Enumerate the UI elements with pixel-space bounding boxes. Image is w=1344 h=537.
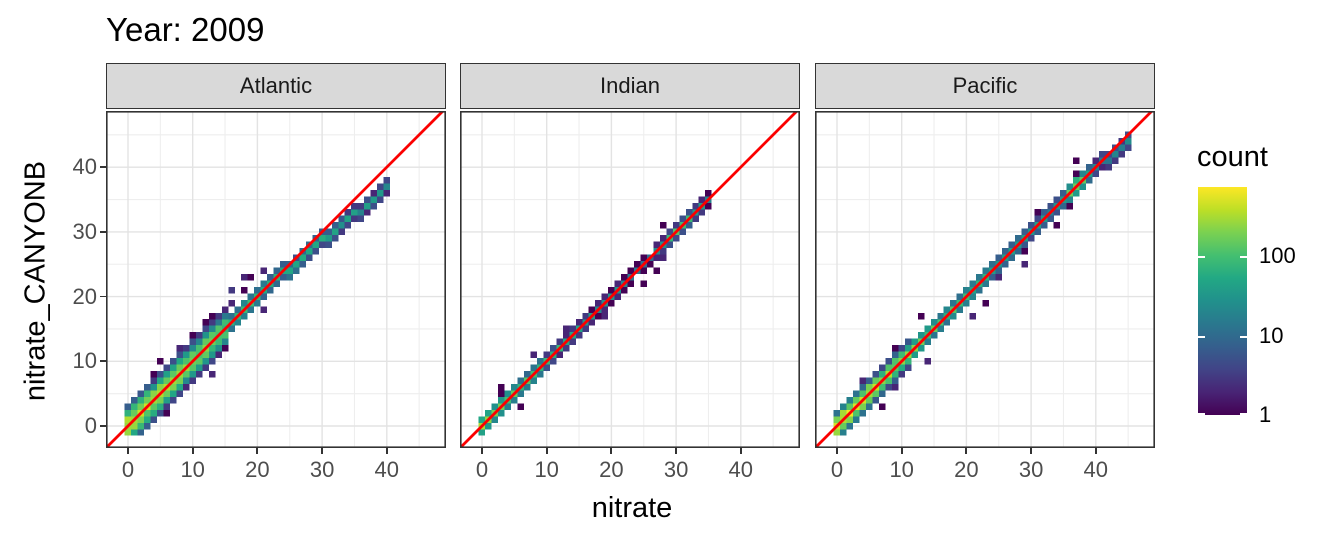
legend-label: 100 [1259,243,1296,269]
grid-layer [106,111,446,448]
panel-canvas-indian [460,111,800,448]
x-tick-mark [1030,448,1032,454]
x-tick-label: 0 [830,457,844,482]
panel-canvas-pacific [815,111,1155,448]
legend-label: 10 [1259,322,1284,348]
x-tick-mark [127,448,129,454]
x-tick-label: 30 [1018,457,1044,482]
x-tick-mark [900,448,903,454]
x-tick-label: 40 [728,457,754,482]
panel-border [460,111,800,448]
y-tick-mark [99,166,106,169]
x-tick-label: 0 [121,457,135,482]
legend-label: 1 [1259,402,1272,427]
x-tick-mark [1094,448,1097,454]
x-tick-label: 20 [245,457,270,482]
facet-strip-label: Atlantic [239,73,313,98]
legend-tick-mark [1240,335,1247,338]
x-tick-mark [191,448,194,454]
x-tick-label: 20 [599,457,624,482]
x-axis-title: nitrate [591,492,673,524]
x-tick-label: 40 [374,457,400,482]
panel-indian [460,111,800,448]
y-tick-mark [99,360,106,363]
legend-tick-mark [1198,256,1205,259]
y-tick-mark [99,295,106,298]
panel-border [815,111,1155,448]
x-tick-mark [545,448,548,454]
x-tick-label: 30 [663,457,689,482]
legend-tick-mark [1240,256,1247,259]
x-tick-mark [256,448,259,454]
x-tick-label: 0 [475,457,489,482]
legend-title: count [1197,141,1268,173]
x-tick-label: 10 [180,457,205,482]
facet-strip-indian: Indian [460,63,800,109]
y-tick-mark [99,231,106,233]
panel-pacific [815,111,1155,448]
x-tick-mark [321,448,323,454]
x-tick-label: 30 [309,457,335,482]
legend-tick-mark [1198,412,1205,415]
y-tick-label: 10 [72,348,97,374]
legend-colorbar [1198,187,1247,415]
plot-title: Year: 2009 [106,11,265,48]
panel-atlantic [106,111,446,448]
bins-layer [124,176,390,436]
facet-strip-label: Pacific [952,73,1018,98]
identity-line [106,111,444,448]
legend-tick-mark [1198,335,1205,338]
x-tick-label: 10 [534,457,559,482]
panel-canvas-atlantic [106,111,446,448]
y-tick-label: 30 [72,218,97,244]
y-tick-label: 20 [72,283,97,309]
x-tick-mark [675,448,677,454]
identity-line [460,111,798,448]
x-tick-mark [385,448,388,454]
panel-border [106,111,446,448]
facet-strip-label: Indian [600,73,660,98]
x-tick-mark [836,448,838,454]
y-tick-label: 40 [72,154,97,180]
x-tick-mark [965,448,968,454]
facet-strip-atlantic: Atlantic [106,63,446,109]
x-tick-label: 20 [954,457,979,482]
x-tick-mark [610,448,613,454]
x-tick-mark [481,448,483,454]
facet-strip-pacific: Pacific [815,63,1155,109]
x-tick-mark [739,448,742,454]
identity-line [815,111,1153,448]
grid-layer [460,111,800,448]
legend-tick-mark [1240,412,1247,415]
x-tick-label: 40 [1083,457,1109,482]
x-tick-label: 10 [889,457,914,482]
y-tick-mark [99,425,106,427]
y-tick-label: 0 [84,413,97,438]
